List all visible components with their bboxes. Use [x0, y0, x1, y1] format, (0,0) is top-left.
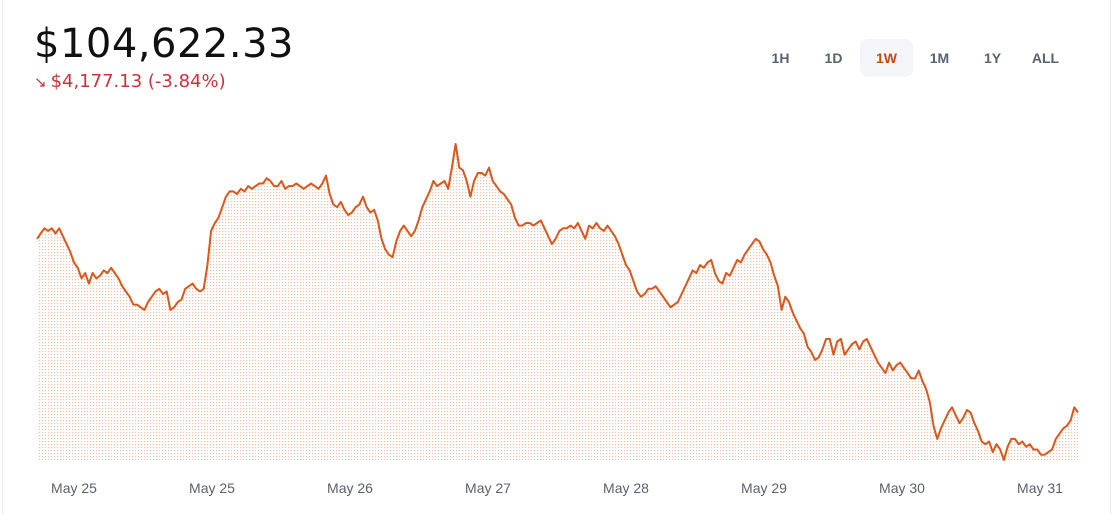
- x-tick-label: May 31: [1017, 480, 1063, 496]
- x-tick-label: May 27: [465, 480, 511, 496]
- x-tick-label: May 25: [189, 480, 235, 496]
- x-tick-label: May 28: [603, 480, 649, 496]
- x-tick-label: May 25: [51, 480, 97, 496]
- x-tick-label: May 30: [879, 480, 925, 496]
- tab-1h[interactable]: 1H: [771, 50, 790, 66]
- tab-all[interactable]: ALL: [1031, 50, 1060, 66]
- x-tick-label: May 26: [327, 480, 373, 496]
- price-change: ↘ $4,177.13 (-3.84%): [34, 70, 226, 94]
- tab-1d[interactable]: 1D: [824, 50, 843, 66]
- price-line: [36, 143, 1079, 461]
- trend-down-icon: ↘: [34, 73, 47, 91]
- x-tick-label: May 29: [741, 480, 787, 496]
- price-area-fill: [37, 144, 1078, 460]
- time-range-selector: 1H 1D 1W 1M 1Y ALL: [754, 39, 1072, 77]
- price-change-text: $4,177.13 (-3.84%): [50, 71, 226, 92]
- tab-1m[interactable]: 1M: [929, 50, 950, 66]
- current-price: $104,622.33: [34, 21, 294, 67]
- x-axis: May 25 May 25 May 26 May 27 May 28 May 29 May …: [51, 480, 1063, 496]
- tab-1w[interactable]: 1W: [860, 39, 913, 77]
- tab-1y[interactable]: 1Y: [983, 50, 1002, 66]
